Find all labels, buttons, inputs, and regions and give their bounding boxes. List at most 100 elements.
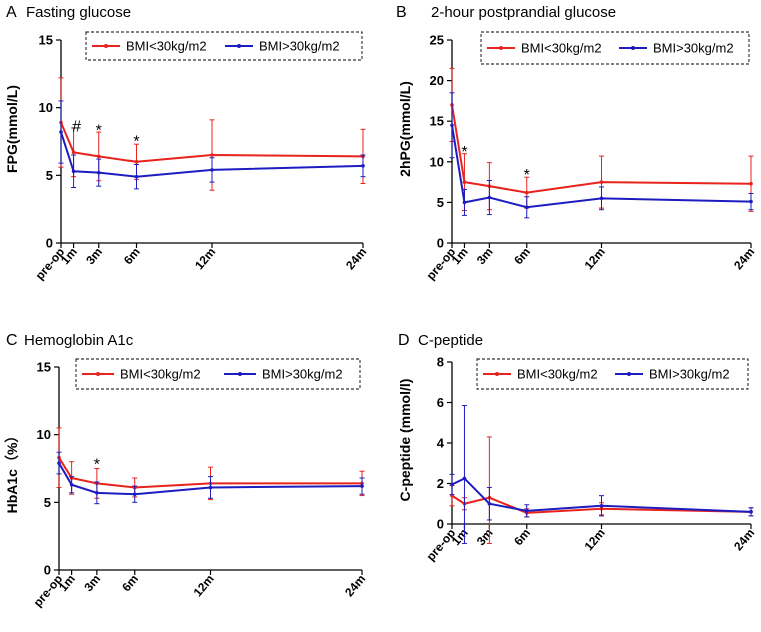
x-tick-label: 3m bbox=[81, 572, 103, 594]
x-tick-label: 1m bbox=[56, 572, 78, 594]
data-point bbox=[96, 154, 101, 159]
panel-a-ylabel: FPG(mmol/L) bbox=[4, 85, 20, 173]
series-line bbox=[60, 131, 364, 178]
y-tick-label: 15 bbox=[430, 114, 444, 129]
x-tick-label: 3m bbox=[83, 245, 105, 267]
y-tick-label: 15 bbox=[39, 33, 53, 48]
data-point bbox=[462, 180, 467, 184]
panel-b-title: 2-hour postprandial glucose bbox=[431, 4, 616, 21]
data-point bbox=[487, 501, 492, 506]
data-point bbox=[360, 484, 364, 488]
data-point bbox=[599, 180, 604, 184]
data-point bbox=[450, 482, 454, 487]
data-point bbox=[599, 503, 604, 508]
panel-c-letter: C bbox=[6, 332, 18, 349]
x-tick-label: 6m bbox=[511, 526, 533, 548]
data-point bbox=[57, 461, 61, 465]
x-tick-label: 12m bbox=[192, 245, 218, 272]
x-tick-label: 12m bbox=[582, 245, 608, 272]
x-tick-label: 6m bbox=[511, 245, 533, 267]
legend-label: BMI<30kg/m2 bbox=[126, 39, 207, 54]
x-tick-label: 24m bbox=[342, 572, 368, 599]
legend-marker bbox=[627, 372, 631, 376]
series-line bbox=[451, 477, 752, 513]
series-bmi-above-30 bbox=[449, 405, 754, 544]
x-tick-label: 24m bbox=[343, 245, 369, 272]
data-point bbox=[749, 510, 753, 514]
data-point bbox=[450, 123, 454, 128]
series-line bbox=[451, 494, 752, 514]
legend-box bbox=[480, 31, 750, 65]
legend: BMI<30kg/m2 BMI>30kg/m2 bbox=[480, 31, 750, 65]
y-tick-label: 6 bbox=[437, 395, 444, 410]
data-point bbox=[462, 200, 467, 205]
data-point bbox=[524, 205, 529, 210]
significance-marker: * bbox=[524, 167, 530, 184]
data-point bbox=[599, 196, 604, 201]
data-point bbox=[132, 492, 137, 497]
panel-b-ylabel: 2hPG(mmol/L) bbox=[397, 81, 413, 177]
y-tick-label: 10 bbox=[430, 154, 444, 169]
significance-marker: * bbox=[133, 134, 139, 151]
legend-label: BMI>30kg/m2 bbox=[262, 367, 343, 382]
data-point bbox=[71, 150, 76, 155]
x-tick-label: 1m bbox=[449, 245, 471, 267]
panel-d: D C-peptide C-peptide (mmol/l) 0 2 4 6 8 pre-… bbox=[397, 332, 757, 564]
series-line bbox=[451, 104, 752, 194]
data-point bbox=[95, 491, 99, 495]
y-tick-label: 5 bbox=[44, 495, 51, 510]
x-tick-label: 12m bbox=[191, 572, 217, 599]
x-tick-label: 12m bbox=[582, 526, 608, 553]
panel-c: C Hemoglobin A1c HbA1c（%） 0 5 10 15 pre-op1m… bbox=[4, 332, 368, 610]
legend-label: BMI<30kg/m2 bbox=[120, 367, 201, 382]
significance-marker: * bbox=[94, 456, 100, 473]
legend-box bbox=[75, 358, 361, 390]
y-tick-label: 4 bbox=[437, 436, 445, 451]
data-point bbox=[69, 482, 74, 487]
data-point bbox=[96, 170, 101, 175]
y-tick-label: 8 bbox=[437, 355, 444, 370]
y-tick-label: 0 bbox=[437, 517, 444, 532]
legend-box bbox=[85, 31, 363, 61]
panel-d-ylabel: C-peptide (mmol/l) bbox=[397, 379, 413, 502]
x-tick-label: 6m bbox=[119, 572, 141, 594]
panel-a-title: Fasting glucose bbox=[26, 4, 131, 21]
legend-marker bbox=[237, 44, 241, 48]
x-tick-label: pre-op bbox=[424, 526, 459, 564]
x-tick-label: 24m bbox=[731, 526, 757, 553]
x-tick-label: 6m bbox=[121, 245, 143, 267]
legend: BMI<30kg/m2 BMI>30kg/m2 bbox=[85, 31, 363, 61]
x-tick-label: 3m bbox=[474, 245, 496, 267]
legend-box bbox=[476, 358, 749, 390]
data-point bbox=[524, 190, 529, 195]
data-point bbox=[749, 199, 753, 204]
y-tick-label: 0 bbox=[44, 563, 51, 578]
y-tick-label: 20 bbox=[430, 73, 444, 88]
data-point bbox=[208, 485, 213, 490]
legend-label: BMI<30kg/m2 bbox=[521, 41, 602, 56]
data-point bbox=[462, 476, 467, 481]
panel-d-letter: D bbox=[398, 332, 410, 349]
data-point bbox=[59, 130, 63, 134]
legend: BMI<30kg/m2 BMI>30kg/m2 bbox=[476, 358, 749, 390]
legend-marker bbox=[499, 46, 503, 50]
legend-marker bbox=[238, 372, 242, 376]
data-point bbox=[134, 174, 139, 179]
legend-label: BMI<30kg/m2 bbox=[517, 367, 598, 382]
panel-c-ylabel: HbA1c（%） bbox=[4, 429, 20, 514]
panel-a-letter: A bbox=[6, 4, 17, 21]
legend: BMI<30kg/m2 BMI>30kg/m2 bbox=[75, 358, 361, 390]
y-tick-label: 5 bbox=[46, 168, 53, 183]
x-tick-label: pre-op bbox=[33, 245, 68, 283]
y-tick-label: 25 bbox=[430, 33, 444, 48]
y-tick-label: 10 bbox=[37, 427, 51, 442]
legend-label: BMI>30kg/m2 bbox=[653, 41, 734, 56]
legend-marker bbox=[96, 372, 100, 376]
series-line bbox=[451, 125, 752, 209]
series-line bbox=[60, 122, 364, 163]
panel-c-title: Hemoglobin A1c bbox=[24, 332, 134, 349]
data-point bbox=[71, 169, 76, 174]
